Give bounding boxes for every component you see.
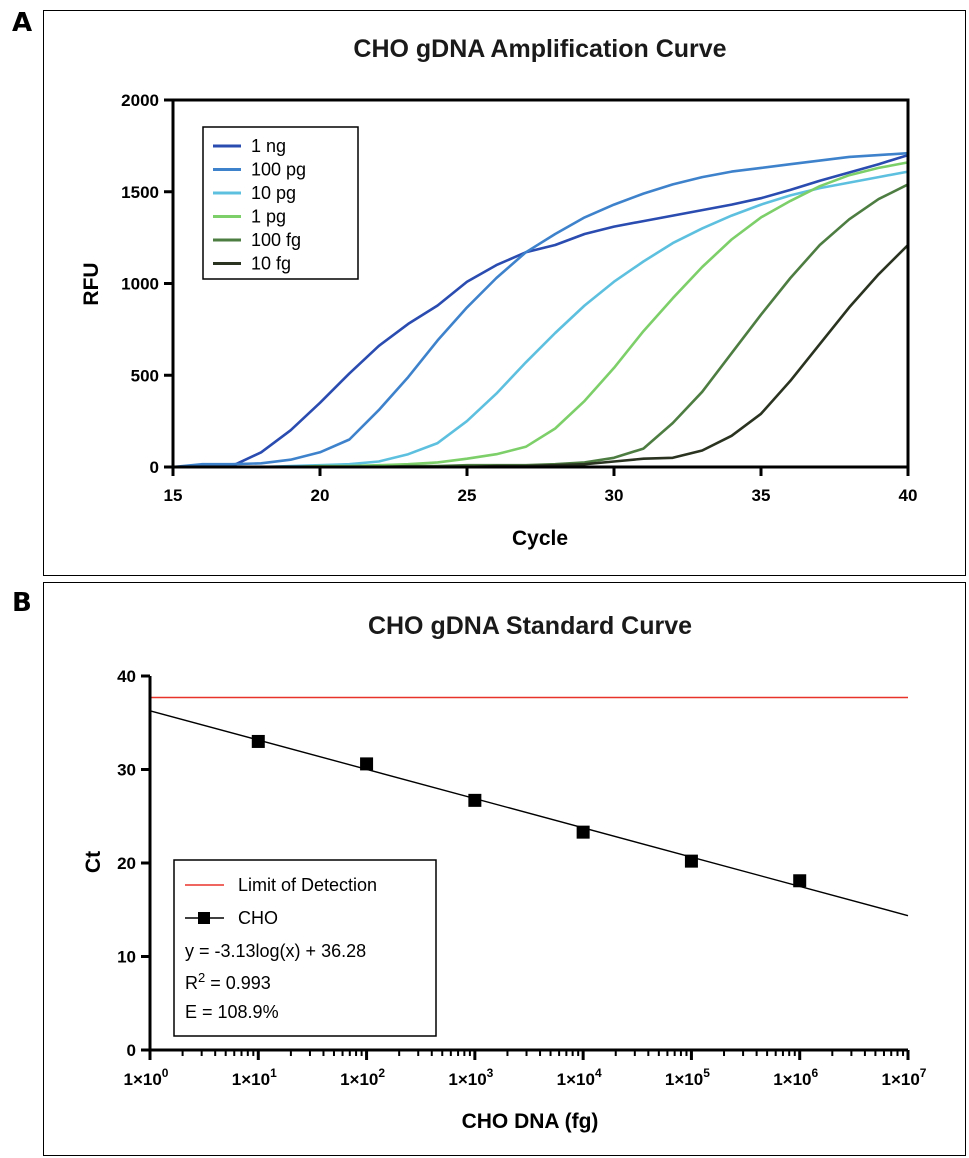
x-tick-label: 1×106: [773, 1066, 818, 1089]
chart-b-xlabel: CHO DNA (fg): [462, 1110, 599, 1133]
r-squared: R2 = 0.993: [185, 970, 271, 993]
chart-b-legend-box: [173, 859, 437, 1037]
data-point: [793, 874, 807, 888]
legend-label-cho: CHO: [238, 908, 278, 928]
y-tick-label: 20: [117, 854, 136, 873]
chart-b-ylabel: Ct: [82, 851, 105, 873]
legend-label: 10 fg: [251, 254, 291, 274]
chart-a-ylabel: RFU: [80, 262, 103, 305]
y-tick-label: 1500: [121, 183, 159, 202]
efficiency: E = 108.9%: [185, 1002, 279, 1022]
y-tick-label: 10: [117, 948, 136, 967]
legend-label: 100 fg: [251, 230, 301, 250]
x-tick-label: 15: [164, 486, 183, 505]
legend-label: 100 pg: [251, 160, 306, 180]
data-point: [360, 757, 374, 771]
x-tick-label: 1×101: [232, 1066, 277, 1089]
panel-b-label: B: [12, 588, 32, 618]
x-tick-label: 40: [899, 486, 918, 505]
y-tick-label: 2000: [121, 91, 159, 110]
x-tick-label: 1×102: [340, 1066, 385, 1089]
x-tick-label: 25: [458, 486, 477, 505]
series-line-100-pg: [172, 151, 909, 469]
data-point: [576, 825, 590, 839]
series-line-1-ng: [173, 153, 909, 469]
y-tick-label: 40: [117, 667, 136, 686]
y-tick-label: 500: [131, 366, 159, 385]
y-tick-label: 1000: [121, 275, 159, 294]
x-tick-label: 1×107: [882, 1066, 927, 1089]
y-tick-label: 0: [150, 458, 159, 477]
legend-label: 1 ng: [251, 136, 286, 156]
chart-b-title: CHO gDNA Standard Curve: [368, 612, 692, 640]
y-tick-label: 30: [117, 761, 136, 780]
regression-fit-line: [149, 710, 909, 917]
legend-label: 1 pg: [251, 207, 286, 227]
chart-a-xlabel: Cycle: [512, 527, 568, 550]
data-point: [468, 793, 482, 807]
regression-equation: y = -3.13log(x) + 36.28: [185, 941, 366, 961]
panel-a-label: A: [12, 8, 33, 38]
legend-label-lod: Limit of Detection: [238, 875, 377, 895]
x-tick-label: 1×105: [665, 1066, 710, 1089]
data-point: [684, 854, 698, 868]
panel-a-frame: [43, 10, 966, 576]
y-tick-label: 0: [127, 1041, 136, 1060]
x-tick-label: 35: [752, 486, 771, 505]
x-tick-label: 20: [311, 486, 330, 505]
chart-a-title: CHO gDNA Amplification Curve: [353, 35, 726, 63]
legend-label: 10 pg: [251, 183, 296, 203]
data-point: [251, 734, 265, 748]
chart-a-legend-box: [202, 126, 359, 280]
x-tick-label: 1×104: [557, 1066, 602, 1089]
x-tick-label: 1×103: [448, 1066, 493, 1089]
x-tick-label: 30: [605, 486, 624, 505]
panel-b-frame: [43, 582, 966, 1156]
x-tick-label: 1×100: [124, 1066, 169, 1089]
legend-swatch-cho-marker: [198, 912, 210, 924]
